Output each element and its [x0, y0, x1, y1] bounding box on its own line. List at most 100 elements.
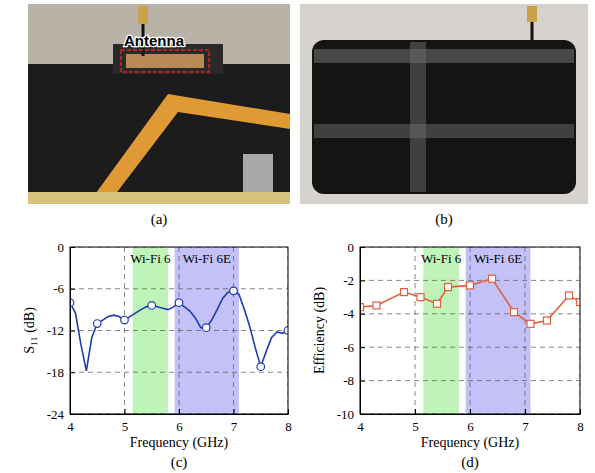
axis-line	[360, 248, 361, 415]
tick: 6	[467, 409, 474, 434]
marker	[527, 320, 534, 327]
tick-label: -4	[343, 306, 354, 321]
tick-mark	[360, 347, 365, 348]
chip	[243, 154, 273, 192]
tick-mark	[415, 409, 416, 414]
marker	[373, 302, 380, 309]
band-label: Wi-Fi 6	[130, 251, 171, 266]
annotation: Antenna	[124, 32, 185, 49]
tick-mark	[360, 280, 365, 281]
tick: 5	[122, 409, 129, 434]
tick-label: 7	[231, 419, 238, 434]
grid-line	[415, 247, 416, 414]
tick: 7	[522, 409, 529, 434]
marker	[544, 317, 551, 324]
tape	[410, 42, 426, 192]
tick-mark	[580, 409, 581, 414]
tablet	[312, 40, 576, 194]
sma-connector	[527, 6, 537, 22]
tick-label: -24	[47, 407, 65, 422]
tick-label: -6	[53, 281, 64, 296]
tick-mark	[360, 314, 365, 315]
tick-label: 4	[67, 419, 74, 434]
tick-label: 7	[522, 419, 529, 434]
tick: -2	[343, 273, 365, 288]
sma-connector	[138, 6, 148, 24]
tick-mark	[360, 414, 365, 415]
x-axis: 4 5 6 7 8	[67, 409, 292, 434]
tick-label: 5	[412, 419, 419, 434]
band	[466, 247, 531, 414]
marker	[230, 287, 238, 295]
tick-mark	[360, 247, 365, 248]
caption: (c)	[171, 454, 188, 471]
tick-label: 0	[58, 240, 65, 255]
band-label: Wi-Fi 6	[421, 251, 462, 266]
tick-label: 6	[176, 419, 183, 434]
caption: (d)	[461, 454, 479, 471]
y-axis: -24-18-12-60	[47, 240, 75, 422]
grid-line	[525, 247, 526, 414]
tick-mark	[234, 409, 235, 414]
tick: -12	[47, 323, 75, 338]
chart: 45678-24-18-12-60Wi-Fi 6Wi-Fi 6EFrequenc…	[22, 240, 292, 471]
tape	[314, 49, 574, 63]
tick-mark	[179, 409, 180, 414]
tick: 7	[231, 409, 238, 434]
marker	[577, 299, 581, 306]
x-axis-title: Frequency (GHz)	[130, 435, 229, 451]
tick-label: 0	[348, 240, 355, 255]
tick: 0	[348, 240, 366, 255]
marker	[417, 294, 424, 301]
battery	[28, 192, 290, 204]
tick: -4	[343, 306, 365, 321]
marker	[401, 289, 408, 296]
tick: -6	[53, 281, 75, 296]
tick: -6	[343, 340, 365, 355]
antenna-element	[126, 54, 204, 68]
photo-b: (b)	[300, 4, 588, 228]
tick-mark	[70, 331, 75, 332]
grid-line	[360, 280, 580, 281]
marker	[445, 284, 452, 291]
marker	[257, 363, 265, 371]
tick-label: -8	[343, 373, 354, 388]
y-axis: -10 -8 -6 -4 -2 0	[337, 240, 365, 422]
band	[423, 247, 459, 414]
tick-mark	[288, 409, 289, 414]
device-body	[28, 64, 290, 204]
plot-frame	[360, 247, 580, 414]
grid-line	[233, 247, 234, 414]
data-line	[360, 279, 580, 324]
grid-line	[470, 247, 471, 414]
tick: 5	[412, 409, 419, 434]
tick: 8	[285, 409, 292, 434]
plot-area	[70, 247, 288, 414]
marker	[148, 302, 156, 310]
tick-label: -2	[343, 273, 354, 288]
tick-mark	[70, 247, 75, 248]
tick: -24	[47, 407, 75, 422]
tick-label: 5	[122, 419, 129, 434]
marker	[93, 320, 101, 328]
tick-mark	[360, 381, 365, 382]
y-axis-title: Efficiency (dB)	[312, 287, 328, 375]
tick-label: 4	[357, 419, 364, 434]
grid-line	[70, 288, 288, 289]
tick-label: -12	[47, 323, 64, 338]
tick: 0	[58, 240, 76, 255]
plot-frame	[70, 247, 288, 414]
tick: -10	[337, 407, 365, 422]
tick-mark	[125, 409, 126, 414]
plot-area	[360, 247, 580, 414]
grid-line	[70, 372, 288, 373]
flex-cable	[88, 94, 290, 204]
grid-line	[360, 247, 361, 414]
tick: -8	[343, 373, 365, 388]
band-label: Wi-Fi 6E	[474, 251, 522, 266]
band	[175, 247, 239, 414]
tick-label: 8	[285, 419, 292, 434]
antenna-box	[121, 50, 209, 72]
grid-line	[360, 380, 580, 381]
tick-mark	[70, 289, 75, 290]
